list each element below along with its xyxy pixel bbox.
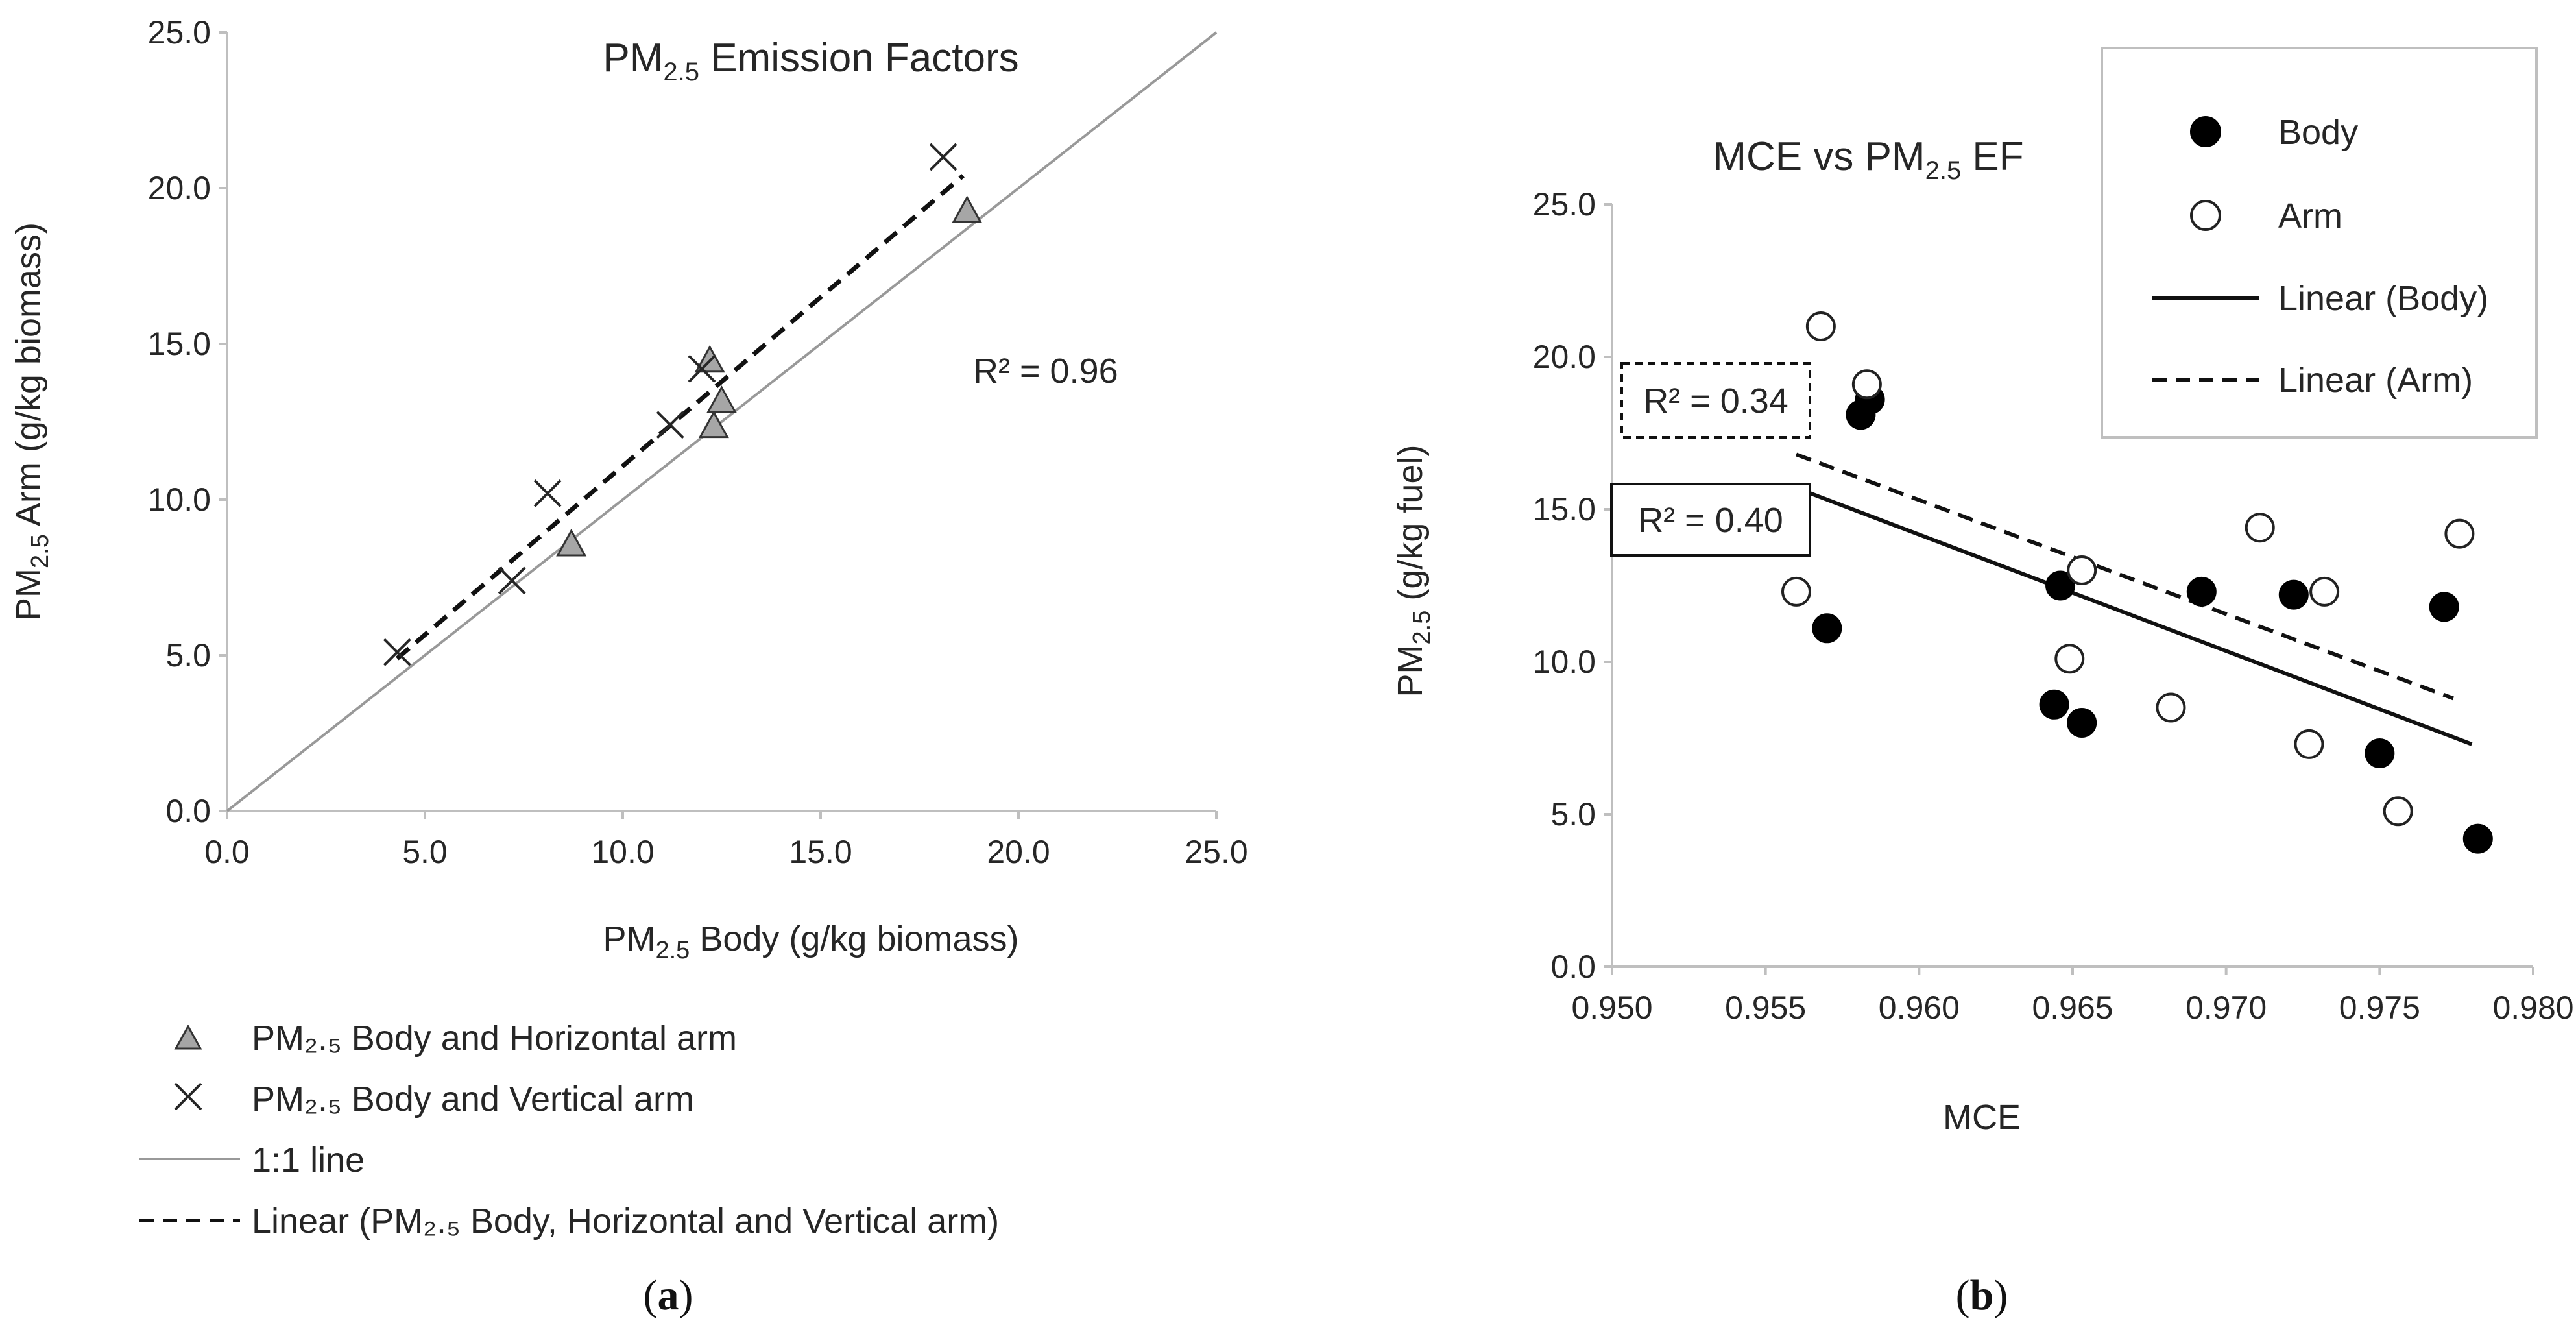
x-tick-label: 25.0	[1185, 834, 1247, 870]
panel-b-chart: 0.950 0.955 0.960 0.965 0.970 0.975 0.980 0.0 5.…	[1391, 47, 2574, 1319]
panel-b-legend: Body Arm Linear (Body) Linear (Arm)	[2101, 47, 2538, 439]
y-tick-label: 20.0	[1533, 339, 1596, 375]
x-tick-label: 0.960	[1879, 989, 1960, 1026]
body-data-point	[2365, 738, 2395, 768]
x-data-point	[688, 354, 716, 383]
y-tick-label: 15.0	[1533, 491, 1596, 528]
legend-label-linear-body: Linear (Body)	[2278, 279, 2488, 318]
y-tick-label: 20.0	[148, 170, 211, 206]
arm-data-point	[2309, 576, 2340, 607]
x-data-point	[533, 479, 562, 507]
arm-data-point	[1851, 369, 1882, 400]
x-data-point	[498, 566, 526, 595]
legend-label-arm: Arm	[2278, 197, 2342, 236]
arm-data-point	[1805, 311, 1836, 341]
body-data-point	[2067, 708, 2097, 738]
x-tick-label: 15.0	[789, 834, 852, 870]
legend-label-horizontal-arm: PM₂.₅ Body and Horizontal arm	[252, 1019, 737, 1058]
linear-fit-line	[396, 174, 965, 661]
legend-label-linear-fit: Linear (PM₂.₅ Body, Horizontal and Verti…	[252, 1202, 999, 1241]
x-data-point	[656, 411, 684, 439]
panel-a-label: (a)	[644, 1272, 693, 1319]
legend-box	[2101, 47, 2538, 439]
x-tick-label: 0.980	[2492, 989, 2573, 1026]
panel-b-title: MCE vs PM2.5 EF	[1713, 134, 2023, 185]
x-data-point	[929, 143, 957, 171]
panel-b-letter: b	[1970, 1272, 1994, 1319]
panel-a-letter: a	[658, 1272, 679, 1319]
triangle-data-point	[706, 385, 738, 413]
arm-data-point	[2156, 692, 2186, 723]
panel-a-legend: PM₂.₅ Body and Horizontal arm PM₂.₅ Body…	[139, 1019, 999, 1241]
x-tick-label: 10.0	[591, 834, 654, 870]
legend-triangle-marker	[174, 1024, 202, 1050]
arm-data-point	[2383, 796, 2413, 827]
body-data-point	[2462, 823, 2493, 854]
panel-a-y-axis-title: PM2.5 Arm (g/kg biomass)	[9, 223, 54, 621]
x-data-point	[383, 638, 411, 666]
y-tick-label: 10.0	[148, 481, 211, 518]
linear-arm-fit-line	[1795, 452, 2454, 701]
x-tick-label: 0.955	[1725, 989, 1806, 1026]
x-tick-label: 20.0	[987, 834, 1050, 870]
arm-data-point	[2444, 518, 2475, 549]
arm-data-point	[2245, 513, 2275, 543]
y-tick-label: 0.0	[165, 793, 211, 829]
panel-a-chart: 0.0 5.0 10.0 15.0 20.0 25.0 0.0 5.0 10.0 15.0 20.0…	[9, 14, 1248, 1319]
panel-a-title: PM2.5 Emission Factors	[603, 36, 1018, 86]
y-tick-label: 5.0	[165, 637, 211, 673]
arm-data-point	[1781, 576, 1811, 607]
panel-b-y-axis-title: PM2.5 (g/kg fuel)	[1391, 445, 1436, 697]
legend-label-vertical-arm: PM₂.₅ Body and Vertical arm	[252, 1080, 694, 1119]
r2-body-box	[1610, 483, 1811, 557]
r2-arm-box	[1620, 362, 1811, 439]
r2-body-label: R² = 0.40	[1638, 501, 1783, 540]
body-data-point	[1812, 613, 1842, 644]
panel-b-label: (b)	[1956, 1272, 2008, 1319]
body-data-point	[2045, 570, 2076, 601]
panel-a-r2-label: R² = 0.96	[973, 352, 1118, 391]
legend-label-body: Body	[2278, 113, 2358, 152]
panel-b-x-axis-title: MCE	[1943, 1098, 2021, 1137]
triangle-data-point	[698, 410, 729, 439]
body-data-point	[2186, 576, 2217, 607]
triangle-data-point	[952, 195, 983, 223]
legend-label-linear-arm: Linear (Arm)	[2278, 361, 2473, 400]
y-tick-label: 0.0	[1550, 949, 1596, 985]
one-to-one-line	[226, 31, 1218, 812]
x-tick-label: 0.950	[1571, 989, 1652, 1026]
y-tick-label: 15.0	[148, 326, 211, 362]
r2-arm-label: R² = 0.34	[1643, 382, 1788, 420]
linear-body-fit-line	[1795, 486, 2473, 746]
triangle-data-point	[556, 528, 587, 557]
arm-data-point	[2054, 644, 2085, 674]
body-data-point	[2039, 689, 2069, 720]
legend-filled-circle-marker	[2190, 116, 2221, 147]
y-tick-label: 10.0	[1533, 644, 1596, 680]
panel-a-x-axis-title: PM2.5 Body (g/kg biomass)	[603, 919, 1018, 964]
body-data-point	[2429, 592, 2459, 622]
x-tick-label: 5.0	[402, 834, 448, 870]
x-tick-label: 0.965	[2032, 989, 2113, 1026]
legend-label-one-to-one: 1:1 line	[252, 1141, 365, 1180]
x-tick-label: 0.0	[204, 834, 250, 870]
x-tick-label: 0.970	[2185, 989, 2267, 1026]
legend-open-circle-marker	[2190, 200, 2221, 231]
body-data-point	[2278, 579, 2309, 610]
legend-x-marker	[174, 1082, 202, 1111]
x-tick-label: 0.975	[2339, 989, 2420, 1026]
arm-data-point	[2294, 729, 2324, 759]
y-tick-label: 25.0	[148, 14, 211, 51]
y-tick-label: 5.0	[1550, 796, 1596, 832]
y-tick-label: 25.0	[1533, 186, 1596, 223]
arm-data-point	[2067, 555, 2097, 585]
